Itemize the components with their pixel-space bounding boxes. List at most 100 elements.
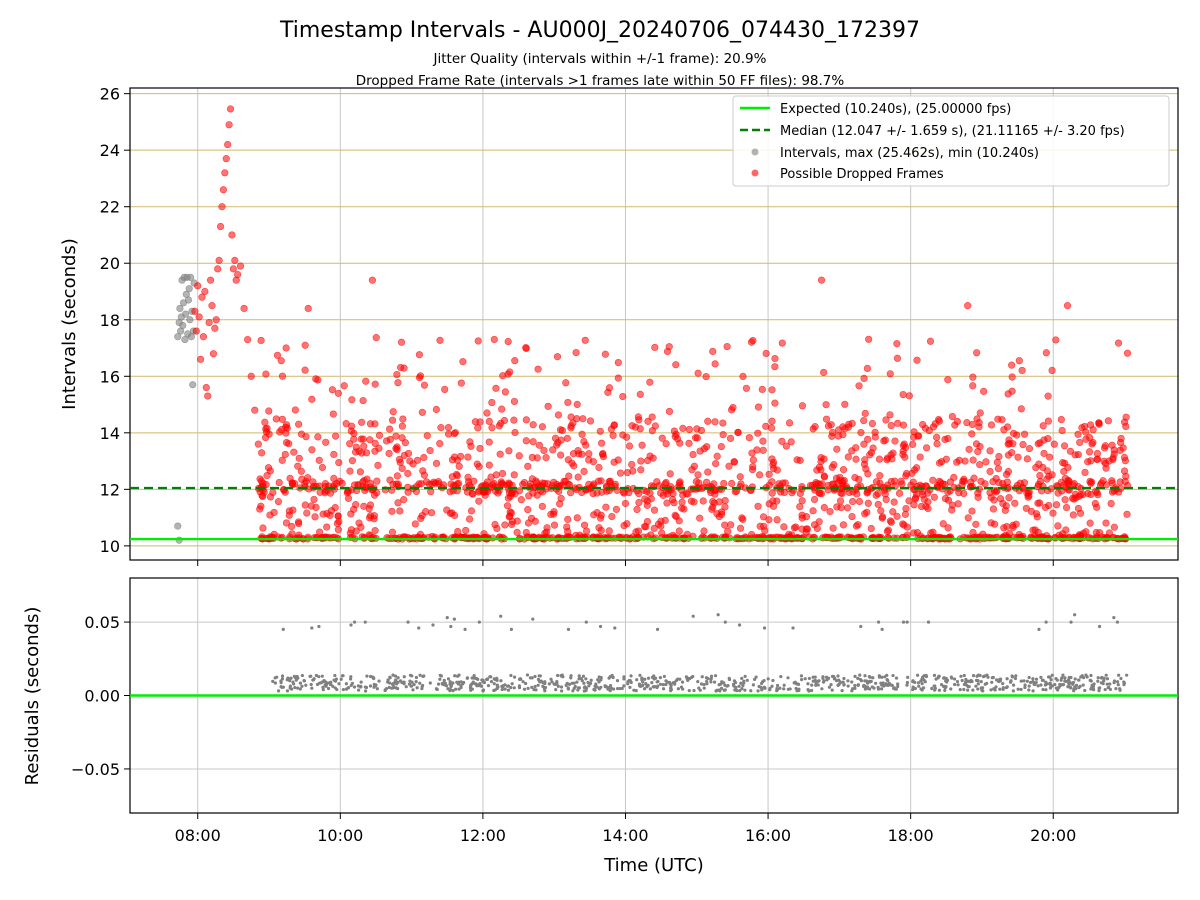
residual-point <box>770 684 774 688</box>
dropped-frame-point <box>1088 440 1096 448</box>
dropped-frame-point <box>398 464 406 473</box>
residual-point <box>635 678 639 682</box>
dropped-frame-point <box>215 256 223 265</box>
residual-point <box>536 677 541 682</box>
residual-point <box>414 675 418 680</box>
residual-point <box>457 687 461 691</box>
residual-point <box>1001 686 1005 690</box>
residual-point <box>610 673 614 678</box>
residual-point <box>555 680 559 684</box>
dropped-frame-point <box>672 361 680 369</box>
dropped-frame-point <box>844 423 853 431</box>
residual-point <box>1001 682 1005 686</box>
dropped-frame-point <box>360 442 368 450</box>
dropped-frame-point <box>251 406 259 414</box>
residual-point <box>836 683 840 687</box>
residual-point <box>760 688 764 692</box>
residual-point <box>393 674 398 678</box>
residual-point <box>309 682 313 687</box>
dropped-frame-point <box>839 431 847 439</box>
residual-point <box>992 687 996 691</box>
residual-point <box>496 685 500 689</box>
dropped-frame-point <box>849 497 857 506</box>
dropped-frame-point <box>1086 519 1094 527</box>
dropped-frame-point <box>736 524 745 532</box>
residual-point <box>357 688 361 692</box>
dropped-frame-point <box>780 488 788 497</box>
residual-point <box>757 684 761 689</box>
dropped-frame-point <box>969 382 977 390</box>
dropped-frame-point <box>322 438 330 446</box>
dropped-frame-point <box>712 459 720 468</box>
residual-point <box>820 687 824 691</box>
residual-point <box>1022 679 1026 683</box>
dropped-frame-point <box>1002 502 1010 510</box>
dropped-frame-point <box>704 468 712 476</box>
residual-point <box>509 686 513 690</box>
residual-point <box>271 679 275 683</box>
dropped-frame-point <box>668 495 677 504</box>
residual-point <box>863 687 867 691</box>
residual-point <box>921 686 926 690</box>
residual-point <box>803 677 807 681</box>
residual-point <box>1112 680 1116 685</box>
residual-point <box>615 686 620 691</box>
dropped-frame-point <box>467 507 476 515</box>
residual-point <box>317 675 321 679</box>
residual-point <box>786 687 790 691</box>
top-ytick-label: 24 <box>100 141 120 160</box>
residual-point <box>738 688 742 693</box>
dropped-frame-point <box>303 509 311 517</box>
dropped-frame-point <box>975 485 983 493</box>
residual-point <box>722 688 726 692</box>
residual-point <box>1027 688 1031 692</box>
dropped-frame-point <box>1101 442 1110 450</box>
dropped-frame-point <box>1032 510 1041 518</box>
dropped-frame-point <box>690 498 698 506</box>
dropped-frame-point <box>1107 499 1115 508</box>
dropped-frame-point <box>1040 449 1048 458</box>
residual-point <box>533 684 537 689</box>
residual-point <box>1034 677 1039 681</box>
residual-point <box>352 620 357 624</box>
residual-point <box>810 683 814 687</box>
top-ytick-label: 16 <box>100 367 120 386</box>
dropped-frame-point <box>567 424 575 432</box>
dropped-frame-point <box>359 435 367 443</box>
dropped-frame-point <box>855 382 863 390</box>
dropped-frame-point <box>441 385 449 394</box>
residual-point <box>771 678 775 683</box>
residual-point <box>1104 673 1108 677</box>
dropped-frame-point <box>893 512 901 520</box>
residual-point <box>310 686 314 690</box>
dropped-frame-point <box>961 457 969 465</box>
dropped-frame-point <box>1052 336 1060 344</box>
dropped-frame-point <box>605 527 613 535</box>
residual-point <box>288 686 292 690</box>
dropped-frame-point <box>1122 472 1130 480</box>
residual-point <box>396 686 400 691</box>
residual-point <box>794 682 799 686</box>
dropped-frame-point <box>1074 450 1082 459</box>
dropped-frame-point <box>1070 480 1078 488</box>
residual-point <box>1054 686 1058 690</box>
dropped-frame-point <box>692 478 700 486</box>
dropped-frame-point <box>718 508 726 516</box>
dropped-frame-point <box>483 409 491 417</box>
chart-subtitle-dropped: Dropped Frame Rate (intervals >1 frames … <box>356 73 845 89</box>
dropped-frame-point <box>976 461 984 469</box>
residual-point <box>1023 685 1027 690</box>
dropped-frame-point <box>517 496 525 504</box>
residual-point <box>560 689 564 693</box>
dropped-frame-point <box>994 415 1002 423</box>
residual-point <box>865 681 870 685</box>
dropped-frame-point <box>557 436 565 444</box>
residual-point <box>863 674 867 678</box>
dropped-frame-point <box>612 505 620 513</box>
dropped-frame-point <box>524 519 533 527</box>
residual-point <box>608 689 612 693</box>
residual-point <box>958 688 962 692</box>
residual-point <box>1044 680 1048 684</box>
residual-point <box>1102 676 1106 680</box>
dropped-frame-point <box>880 437 888 445</box>
